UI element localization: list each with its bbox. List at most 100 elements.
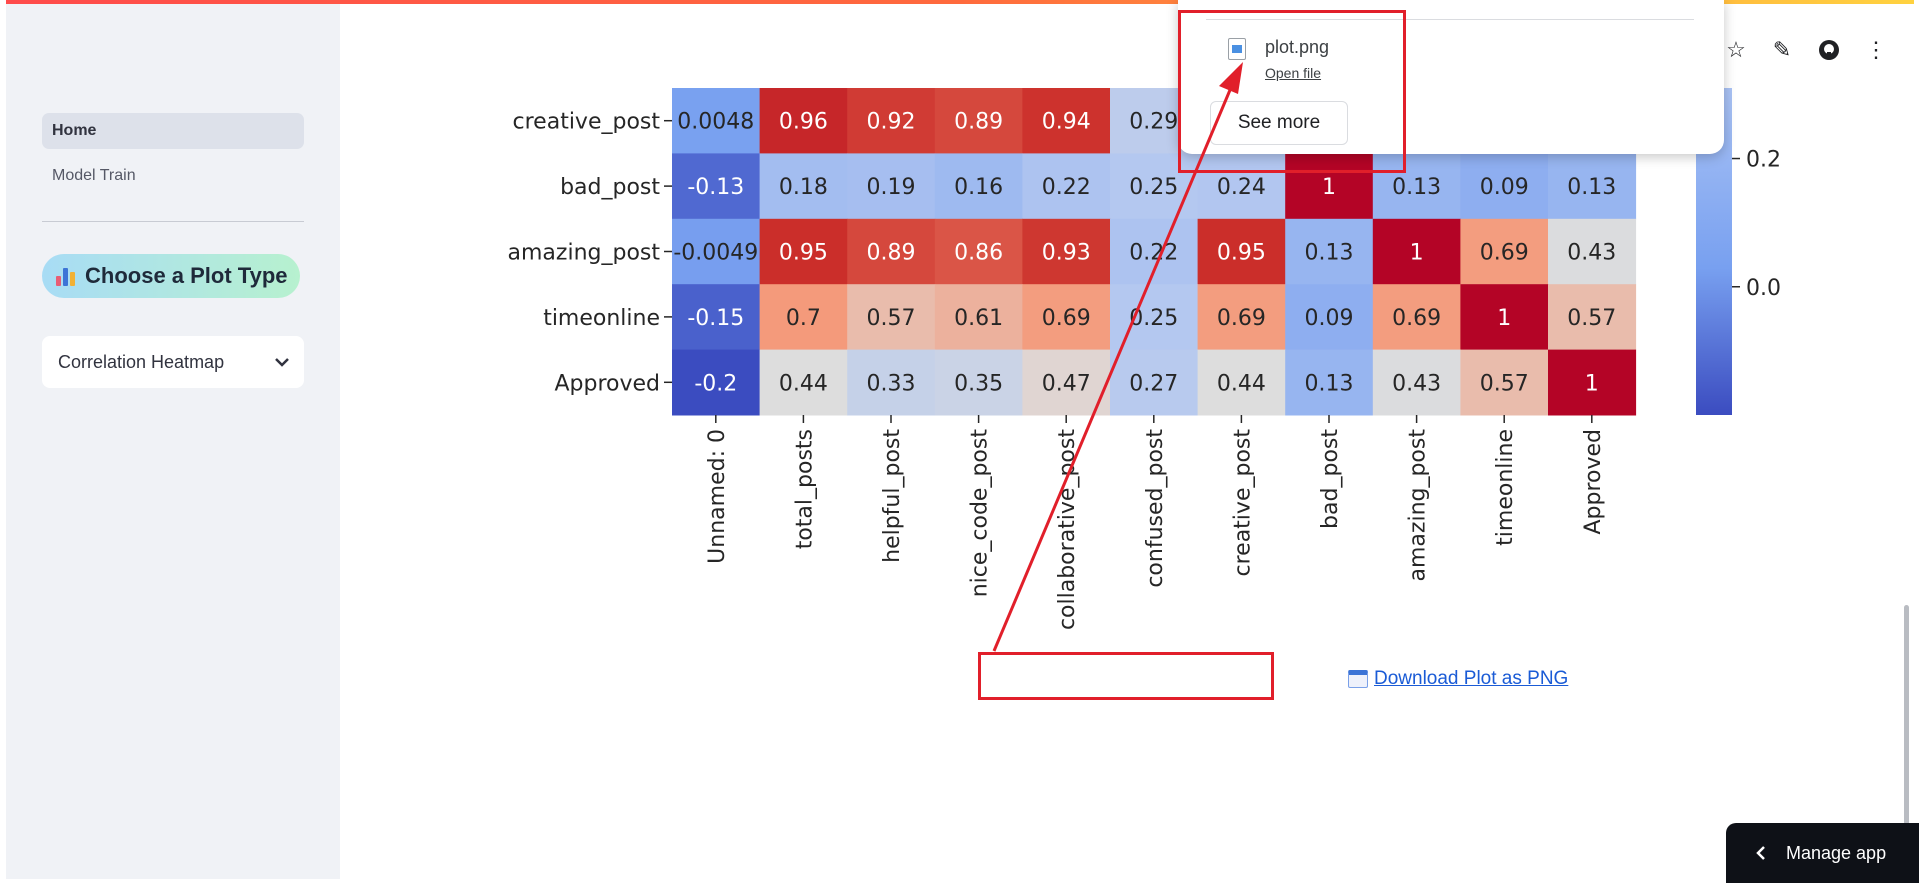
heatmap-cell <box>847 284 936 351</box>
heatmap-cell-label: 0.29 <box>1129 110 1178 135</box>
scrollbar[interactable] <box>1904 605 1909 825</box>
x-tick-label: amazing_post <box>1406 429 1431 582</box>
heatmap-cell <box>1548 218 1637 285</box>
heatmap-cell-label: 0.94 <box>1042 110 1091 135</box>
x-tick-label: creative_post <box>1230 429 1255 577</box>
star-icon[interactable]: ☆ <box>1726 37 1746 62</box>
heatmap-cell-label: 0.69 <box>1392 306 1441 331</box>
x-tick-label: timeonline <box>1493 429 1518 546</box>
download-plot-link[interactable]: Download Plot as PNG <box>1348 668 1568 690</box>
heatmap-cell-label: 0.35 <box>954 371 1003 396</box>
heatmap-cell <box>1285 153 1374 220</box>
heatmap-cell-label: 0.33 <box>867 371 916 396</box>
heatmap-cell <box>672 349 761 416</box>
y-tick-label: Approved <box>554 371 660 396</box>
heatmap-cell <box>1285 284 1374 351</box>
heatmap-cell-label: 0.57 <box>867 306 916 331</box>
heatmap-cell <box>1285 349 1374 416</box>
y-tick-label: creative_post <box>513 110 661 135</box>
file-icon <box>1228 38 1246 60</box>
x-tick-label: collaborative_post <box>1055 429 1080 630</box>
choose-plot-type-button[interactable]: Choose a Plot Type <box>42 254 300 298</box>
heatmap-cell-label: 1 <box>1410 241 1424 266</box>
heatmap-cell-label: 0.19 <box>867 175 916 200</box>
bar-chart-icon <box>56 266 75 286</box>
manage-app-button[interactable]: Manage app <box>1726 823 1919 883</box>
heatmap-cell-label: 0.22 <box>1129 241 1178 266</box>
heatmap-cell-label: 0.0048 <box>677 110 754 135</box>
x-tick-label: confused_post <box>1143 429 1168 588</box>
annotation-box-popup <box>1178 10 1406 173</box>
y-tick-label: bad_post <box>560 175 660 200</box>
heatmap-cell <box>847 218 936 285</box>
heatmap-cell-label: 0.57 <box>1480 371 1529 396</box>
heatmap-cell <box>847 349 936 416</box>
kebab-menu-icon[interactable]: ⋮ <box>1865 37 1887 62</box>
heatmap-cell <box>759 218 848 285</box>
heatmap-cell <box>672 284 761 351</box>
heatmap-cell-label: -0.0049 <box>673 241 758 266</box>
heatmap-cell <box>1372 349 1461 416</box>
heatmap-cell <box>1548 349 1637 416</box>
heatmap-cell <box>672 218 761 285</box>
x-tick-label: Approved <box>1581 429 1606 535</box>
open-file-link[interactable]: Open file <box>1265 65 1322 81</box>
github-icon[interactable] <box>1815 36 1843 64</box>
sidebar-item-model-train[interactable]: Model Train <box>52 167 136 184</box>
heatmap-cell <box>672 153 761 220</box>
heatmap-cell-label: 0.57 <box>1567 306 1616 331</box>
heatmap-cell-label: 0.22 <box>1042 175 1091 200</box>
download-popup: plot.png Open file See more <box>1178 0 1724 154</box>
x-tick-label: Unnamed: 0 <box>705 429 730 564</box>
heatmap-cell-label: 0.69 <box>1042 306 1091 331</box>
y-tick-label: amazing_post <box>508 241 661 266</box>
heatmap-cell <box>672 88 761 154</box>
calendar-icon <box>1348 670 1368 688</box>
heatmap-cell-label: 0.95 <box>779 241 828 266</box>
heatmap-cell-label: 0.13 <box>1305 241 1354 266</box>
heatmap-cell <box>1460 284 1549 351</box>
manage-app-label: Manage app <box>1786 842 1887 863</box>
heatmap-cell-label: 0.92 <box>867 110 916 135</box>
sidebar-item-home[interactable]: Home <box>42 113 304 149</box>
heatmap-cell <box>1285 218 1374 285</box>
heatmap-cell <box>1548 284 1637 351</box>
sidebar-divider <box>42 221 304 222</box>
heatmap-cell-label: 0.43 <box>1392 371 1441 396</box>
popup-divider <box>1206 19 1694 20</box>
heatmap-cell-label: 0.24 <box>1217 175 1266 200</box>
sidebar: Home Model Train Choose a Plot Type Corr… <box>6 4 340 879</box>
colorbar-tick-label: 0.0 <box>1746 276 1781 301</box>
heatmap-cell-label: 0.69 <box>1480 241 1529 266</box>
chevron-down-icon <box>275 358 289 367</box>
heatmap-cell-label: 0.27 <box>1129 371 1178 396</box>
y-tick-label: timeonline <box>543 306 660 331</box>
plot-type-select[interactable]: Correlation Heatmap <box>42 336 304 388</box>
heatmap-cell <box>1548 153 1637 220</box>
heatmap-cell-label: 1 <box>1497 306 1511 331</box>
heatmap-cell <box>1460 153 1549 220</box>
heatmap-cell-label: 0.25 <box>1129 306 1178 331</box>
download-file-name[interactable]: plot.png <box>1265 37 1330 57</box>
heatmap-cell <box>1460 218 1549 285</box>
heatmap-cell-label: 0.86 <box>954 241 1003 266</box>
heatmap-cell <box>759 153 848 220</box>
x-tick-label: bad_post <box>1318 429 1343 529</box>
heatmap-cell-label: 0.44 <box>779 371 828 396</box>
heatmap-cell-label: 0.95 <box>1217 241 1266 266</box>
top-accent-bar <box>6 0 1914 4</box>
heatmap-cell-label: -0.15 <box>687 306 744 331</box>
heatmap-cell-label: 0.96 <box>779 110 828 135</box>
heatmap-cell-label: 0.13 <box>1392 175 1441 200</box>
heatmap-cell-label: 0.7 <box>786 306 821 331</box>
heatmap-cell <box>759 88 848 154</box>
heatmap-cell-label: 0.09 <box>1480 175 1529 200</box>
x-tick-label: total_posts <box>792 429 817 549</box>
pencil-icon[interactable]: ✎ <box>1772 37 1792 62</box>
heatmap-cell-label: 0.16 <box>954 175 1003 200</box>
heatmap-cell-label: 0.93 <box>1042 241 1091 266</box>
heatmap-cell-label: 0.13 <box>1567 175 1616 200</box>
heatmap-cell-label: 0.18 <box>779 175 828 200</box>
heatmap-cell-label: 0.47 <box>1042 371 1091 396</box>
heatmap-cell-label: 0.69 <box>1217 306 1266 331</box>
